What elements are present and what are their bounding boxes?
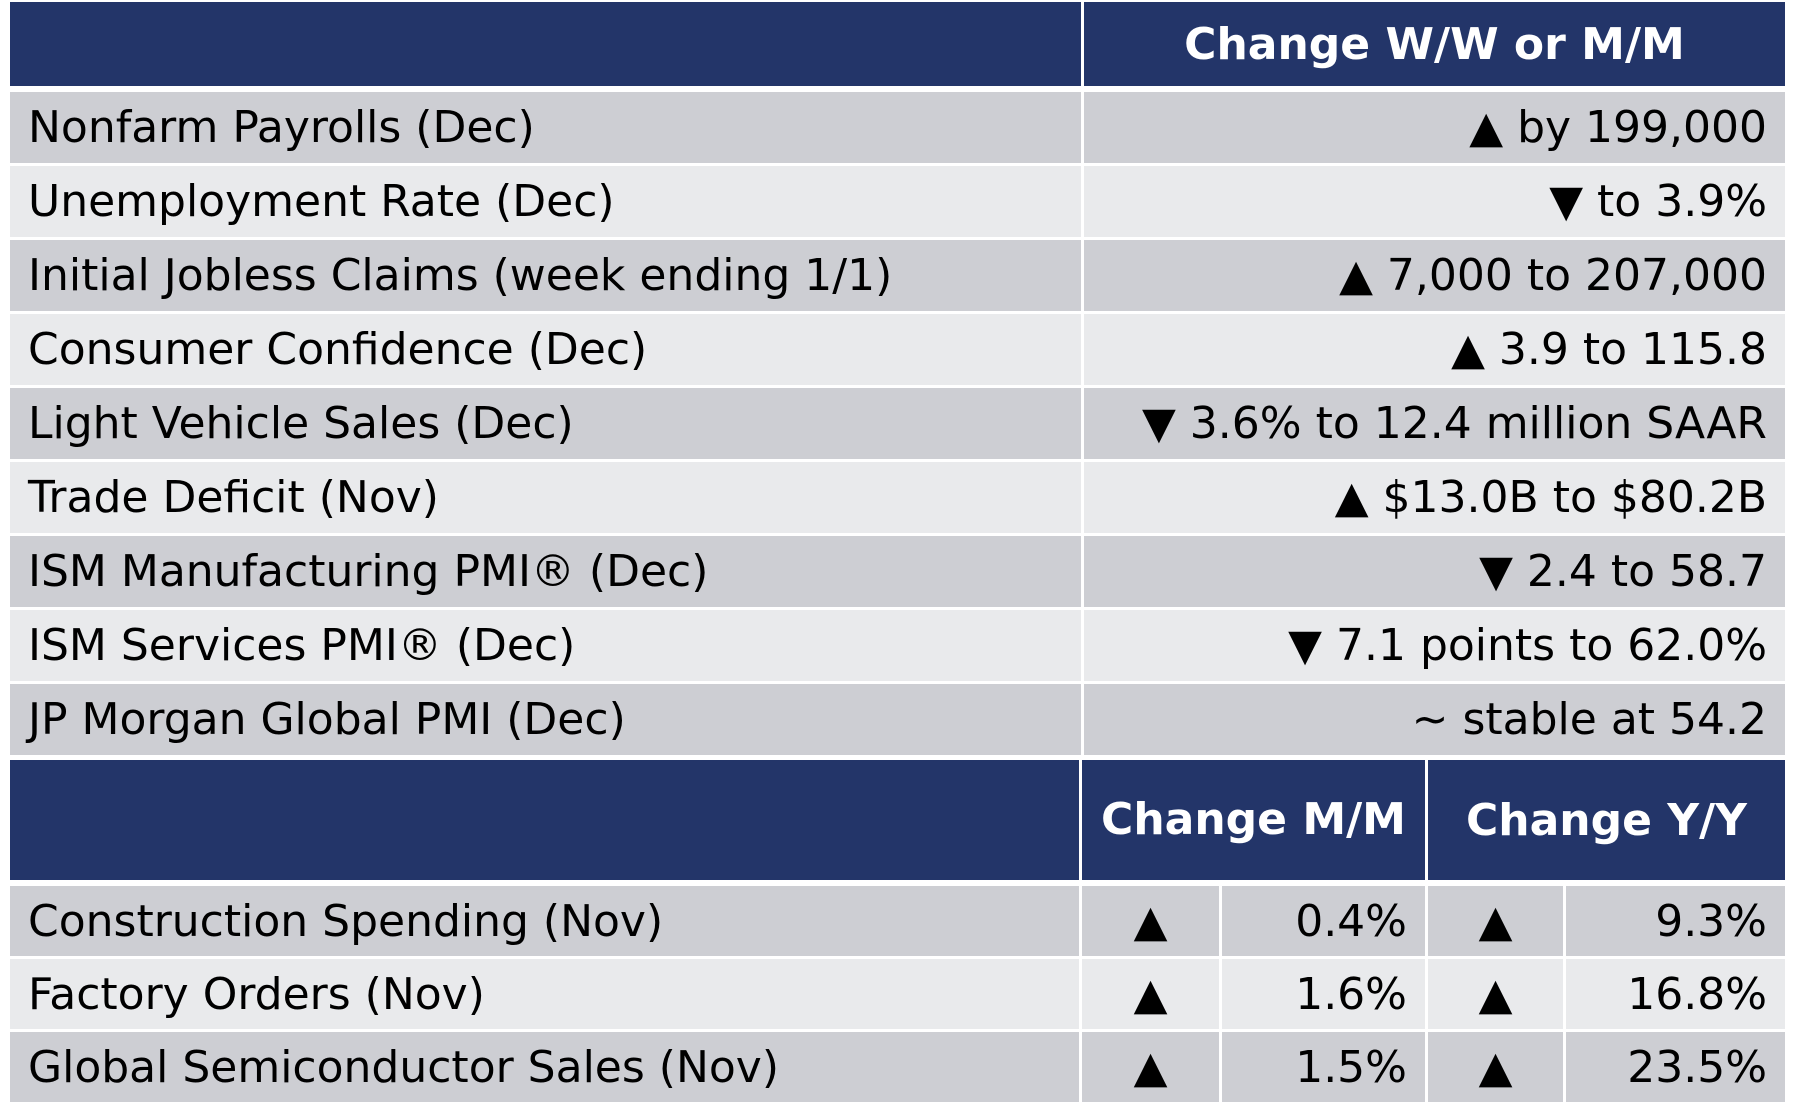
row-label: ISM Services PMI® (Dec) <box>10 610 1084 681</box>
row-label: Light Vehicle Sales (Dec) <box>10 388 1084 459</box>
table1-header-row: Change W/W or M/M <box>10 2 1785 86</box>
mm-value: 1.6% <box>1222 959 1428 1029</box>
table-row: ISM Services PMI® (Dec) ▼ 7.1 points to … <box>10 610 1785 681</box>
yy-value: 16.8% <box>1627 968 1767 1020</box>
table1-header-change: Change W/W or M/M <box>1184 18 1685 70</box>
table-row: Construction Spending (Nov) ▲ 0.4% ▲ 9.3… <box>10 886 1785 956</box>
row-label: Global Semiconductor Sales (Nov) <box>10 1032 1082 1102</box>
yy-value: 23.5% <box>1627 1041 1767 1093</box>
table-row: Initial Jobless Claims (week ending 1/1)… <box>10 240 1785 311</box>
mm-direction-icon: ▲ <box>1082 1032 1222 1102</box>
table1-header-blank <box>10 2 1084 86</box>
table-row: ISM Manufacturing PMI® (Dec) ▼ 2.4 to 58… <box>10 536 1785 607</box>
row-label: Trade Deficit (Nov) <box>10 462 1084 533</box>
row-label: Initial Jobless Claims (week ending 1/1) <box>10 240 1084 311</box>
row-label: ISM Manufacturing PMI® (Dec) <box>10 536 1084 607</box>
table-row: Factory Orders (Nov) ▲ 1.6% ▲ 16.8% <box>10 959 1785 1029</box>
table-row: Unemployment Rate (Dec) ▼ to 3.9% <box>10 166 1785 237</box>
table-row: Light Vehicle Sales (Dec) ▼ 3.6% to 12.4… <box>10 388 1785 459</box>
table-row: Consumer Confidence (Dec) ▲ 3.9 to 115.8 <box>10 314 1785 385</box>
row-value: ▲ 7,000 to 207,000 <box>1339 250 1767 301</box>
table-row: Trade Deficit (Nov) ▲ $13.0B to $80.2B <box>10 462 1785 533</box>
table-row: Global Semiconductor Sales (Nov) ▲ 1.5% … <box>10 1032 1785 1102</box>
mm-direction-icon: ▲ <box>1082 886 1222 956</box>
table-row: JP Morgan Global PMI (Dec) ~ stable at 5… <box>10 684 1785 755</box>
yy-value: 9.3% <box>1655 895 1767 947</box>
monthly-yearly-change-table: Change M/M Change Y/Y Construction Spend… <box>10 760 1785 1102</box>
yy-direction-icon: ▲ <box>1428 959 1566 1029</box>
mm-value: 1.5% <box>1222 1032 1428 1102</box>
mm-value: 0.4% <box>1222 886 1428 956</box>
row-label: Factory Orders (Nov) <box>10 959 1082 1029</box>
row-value: ~ stable at 54.2 <box>1411 694 1767 745</box>
table2-header-row: Change M/M Change Y/Y <box>10 760 1785 880</box>
row-label: Construction Spending (Nov) <box>10 886 1082 956</box>
row-value: ▼ 2.4 to 58.7 <box>1479 546 1767 597</box>
row-label: Nonfarm Payrolls (Dec) <box>10 92 1084 163</box>
mm-direction-icon: ▲ <box>1082 959 1222 1029</box>
row-value: ▼ 7.1 points to 62.0% <box>1288 620 1767 671</box>
row-label: Unemployment Rate (Dec) <box>10 166 1084 237</box>
yy-direction-icon: ▲ <box>1428 886 1566 956</box>
row-value: ▼ 3.6% to 12.4 million SAAR <box>1141 398 1767 449</box>
row-value: ▲ 3.9 to 115.8 <box>1451 324 1767 375</box>
table2-header-blank <box>10 760 1082 880</box>
table2-header-yy: Change Y/Y <box>1465 794 1748 846</box>
yy-direction-icon: ▲ <box>1428 1032 1566 1102</box>
table2-header-mm: Change M/M <box>1082 760 1428 880</box>
row-value: ▼ to 3.9% <box>1549 176 1767 227</box>
row-label: JP Morgan Global PMI (Dec) <box>10 684 1084 755</box>
economic-indicators-table: Change W/W or M/M Nonfarm Payrolls (Dec)… <box>10 2 1785 758</box>
row-value: ▲ by 199,000 <box>1469 102 1767 153</box>
table-row: Nonfarm Payrolls (Dec) ▲ by 199,000 <box>10 92 1785 163</box>
row-label: Consumer Confidence (Dec) <box>10 314 1084 385</box>
row-value: ▲ $13.0B to $80.2B <box>1334 472 1767 523</box>
